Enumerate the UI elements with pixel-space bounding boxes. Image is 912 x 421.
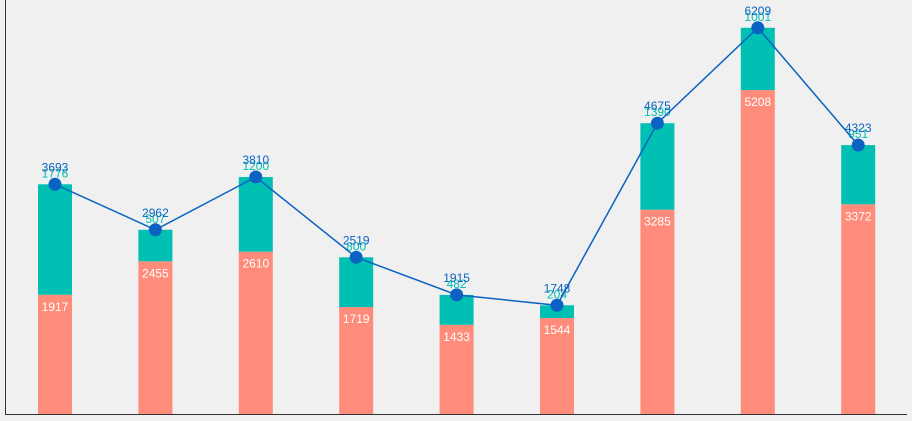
bar-top-0: [38, 184, 72, 295]
line-point-8: [851, 138, 865, 152]
bar-bottom-label-7: 5208: [744, 95, 771, 109]
bar-top-label-5: 204: [547, 287, 567, 301]
bar-top-7: [740, 27, 775, 91]
bar-top-2: [238, 177, 273, 252]
line-labels-layer: 3693 2962 3810 2519 1915 1748 4675 6209 4323: [42, 4, 872, 295]
line-point-label-4: 1915: [443, 271, 470, 285]
bar-bottom-8: [841, 204, 876, 414]
bar-bottom-label-4: 1433: [443, 330, 470, 344]
bar-top-label-8: 951: [848, 127, 868, 141]
bar-bottom-2: [238, 251, 273, 414]
bar-bottom-5: [540, 317, 574, 414]
bar-bottom-label-1: 2455: [142, 266, 169, 280]
bar-bottom-7: [740, 90, 775, 414]
bar-top-6: [640, 123, 675, 210]
line-series: [54, 26, 859, 307]
line-point-0: [48, 177, 62, 191]
line-layer: [48, 21, 865, 312]
bar-bottom-3: [339, 307, 374, 414]
line-point-label-3: 2519: [343, 233, 370, 247]
line-point-7: [751, 21, 765, 35]
line-point-2: [249, 170, 263, 184]
bar-top-label-2: 1200: [242, 159, 269, 173]
bar-top-label-0: 1776: [42, 166, 69, 180]
line-point-5: [550, 298, 564, 312]
bars-layer: [38, 27, 876, 414]
bar-bottom-label-8: 3372: [845, 209, 872, 223]
bar-bottom-label-6: 3285: [644, 215, 671, 229]
line-point-label-6: 4675: [644, 99, 671, 113]
bar-bottom-6: [640, 209, 675, 414]
bar-top-label-7: 1001: [744, 10, 771, 24]
line-point-label-1: 2962: [142, 206, 169, 220]
bar-top-3: [339, 257, 374, 308]
line-point-label-2: 3810: [242, 153, 269, 167]
line-point-6: [650, 116, 664, 130]
line-point-1: [148, 223, 162, 237]
line-point-3: [349, 250, 363, 264]
bar-top-label-1: 507: [145, 212, 165, 226]
line-point-label-5: 1748: [544, 281, 571, 295]
bar-bottom-4: [439, 324, 474, 414]
bar-bottom-1: [138, 261, 173, 414]
bar-bottom-0: [38, 294, 72, 414]
line-point-label-0: 3693: [42, 160, 69, 174]
bar-bottom-label-2: 2610: [242, 257, 269, 271]
bar-bottom-label-5: 1544: [544, 323, 571, 337]
bar-labels-layer: 1917 1776 2455 507 2610 1200 1719 800 1433 482 154…: [42, 10, 872, 344]
bar-top-8: [841, 145, 876, 205]
bar-top-label-4: 482: [447, 277, 467, 291]
line-point-4: [450, 288, 464, 302]
bar-top-label-3: 800: [346, 239, 366, 253]
bar-bottom-label-0: 1917: [42, 300, 69, 314]
line-point-label-8: 4323: [845, 121, 872, 135]
line-point-label-7: 6209: [744, 4, 771, 18]
bar-bottom-label-3: 1719: [343, 312, 370, 326]
